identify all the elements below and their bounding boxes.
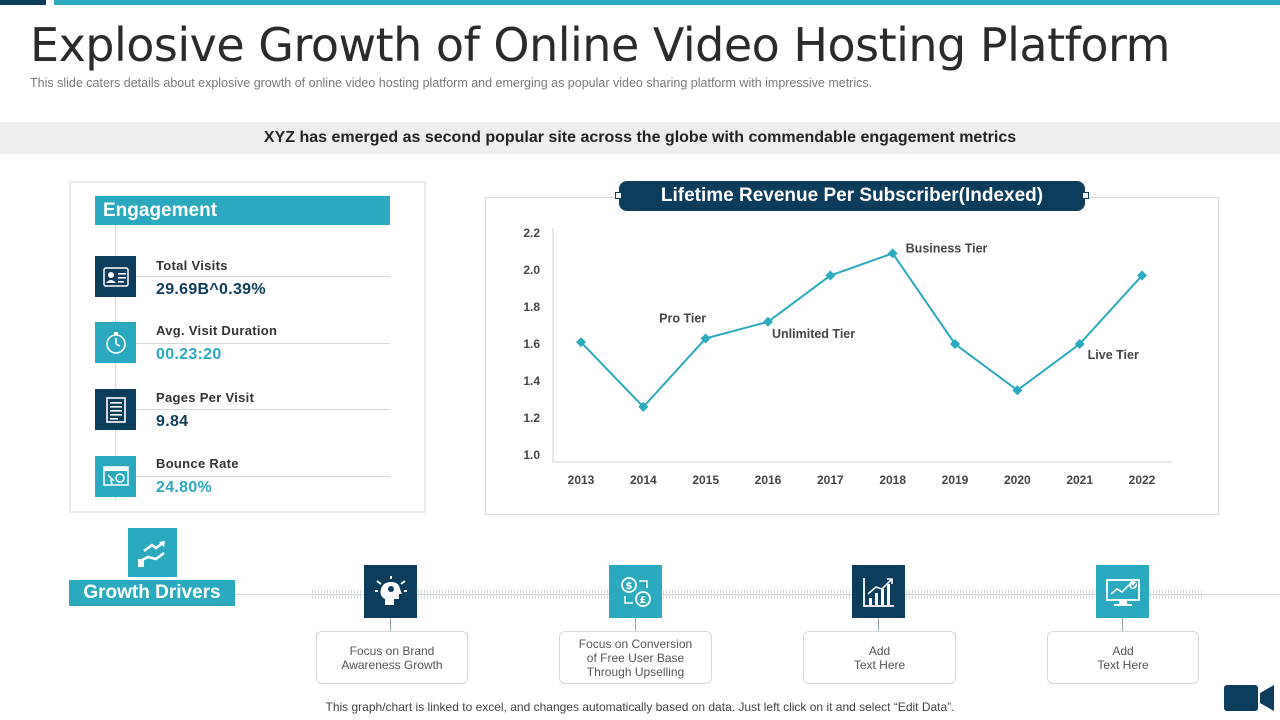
top-accent-bar-dark — [0, 0, 46, 5]
slide-subtitle: This slide caters details about explosiv… — [30, 76, 873, 90]
metric-value-pages-per-visit: 9.84 — [156, 413, 189, 430]
metric-label-total-visits: Total Visits — [156, 258, 228, 273]
series-line — [580, 252, 1143, 409]
y-tick-label: 1.2 — [523, 411, 540, 425]
chart-annotation: Unlimited Tier — [772, 327, 855, 341]
x-tick-label: 2019 — [942, 473, 969, 487]
metric-divider — [136, 476, 390, 477]
title-handle-right — [1082, 192, 1089, 199]
timeline-dash — [906, 590, 1095, 599]
top-accent-bar-teal — [54, 0, 1280, 5]
y-tick-label: 1.6 — [523, 337, 540, 351]
visitor-card-icon — [95, 256, 136, 297]
timeline-dash — [1150, 590, 1204, 599]
data-point-marker — [887, 248, 898, 259]
title-handle-left — [615, 192, 622, 199]
head-ideas-icon — [364, 565, 417, 618]
svg-text:£: £ — [639, 595, 646, 606]
timeline-dash — [312, 590, 363, 599]
driver-text-brand-awareness: Focus on Brand Awareness Growth — [316, 631, 468, 684]
driver-text-conversion: Focus on Conversion of Free User Base Th… — [559, 631, 712, 684]
data-point-marker — [825, 270, 836, 281]
metric-value-avg-visit-duration: 00.23:20 — [156, 346, 222, 363]
document-pages-icon — [95, 389, 136, 430]
video-camera-icon — [1224, 685, 1274, 711]
metric-label-bounce-rate: Bounce Rate — [156, 456, 239, 471]
banner-text: XYZ has emerged as second popular site a… — [263, 129, 1017, 146]
chart-title: Lifetime Revenue Per Subscriber(Indexed) — [619, 181, 1085, 211]
driver-connector — [390, 618, 391, 632]
engagement-card — [69, 181, 426, 513]
x-tick-label: 2013 — [568, 473, 595, 487]
engagement-header: Engagement — [95, 196, 390, 225]
slide-title: Explosive Growth of Online Video Hosting… — [30, 18, 1170, 72]
bar-chart-growth-icon — [852, 565, 905, 618]
metric-divider — [136, 343, 390, 344]
metric-value-total-visits: 29.69B^0.39% — [156, 281, 266, 298]
x-tick-label: 2016 — [755, 473, 782, 487]
data-point-marker — [763, 316, 773, 327]
driver-connector — [878, 618, 879, 632]
metric-divider — [136, 409, 390, 410]
data-point-marker — [638, 401, 649, 412]
data-point-marker — [700, 333, 711, 344]
browser-click-icon — [95, 456, 136, 497]
x-tick-label: 2018 — [879, 473, 906, 487]
driver-connector — [1122, 618, 1123, 632]
chart-annotation: Business Tier — [906, 241, 988, 255]
metric-value-bounce-rate: 24.80% — [156, 479, 213, 496]
data-point-marker — [576, 337, 586, 348]
timeline-dash — [663, 590, 851, 599]
growth-hand-icon — [128, 528, 177, 577]
y-tick-label: 1.0 — [523, 448, 540, 462]
growth-drivers-label: Growth Drivers — [69, 580, 235, 606]
data-point-marker — [1137, 270, 1147, 281]
footnote: This graph/chart is linked to excel, and… — [325, 700, 955, 714]
monitor-check-icon — [1096, 565, 1149, 618]
chart-annotation: Live Tier — [1088, 348, 1139, 362]
data-point-marker — [1074, 339, 1085, 349]
y-tick-label: 1.4 — [523, 374, 540, 388]
driver-connector — [635, 618, 636, 632]
chart-annotation: Pro Tier — [659, 311, 706, 325]
x-tick-label: 2015 — [692, 473, 719, 487]
currency-exchange-icon: $ £ — [609, 565, 662, 618]
y-tick-label: 2.2 — [523, 226, 540, 240]
metric-label-pages-per-visit: Pages Per Visit — [156, 390, 255, 405]
svg-text:$: $ — [625, 581, 632, 592]
x-tick-label: 2014 — [630, 473, 657, 487]
timeline-dash — [418, 590, 608, 599]
x-tick-label: 2021 — [1066, 473, 1093, 487]
stopwatch-icon — [95, 322, 136, 363]
x-tick-label: 2020 — [1004, 473, 1031, 487]
highlight-banner: XYZ has emerged as second popular site a… — [0, 122, 1280, 154]
x-tick-label: 2022 — [1129, 473, 1156, 487]
metric-divider — [136, 276, 390, 277]
data-point-marker — [950, 339, 960, 349]
x-tick-label: 2017 — [817, 473, 844, 487]
y-tick-label: 1.8 — [523, 300, 540, 314]
data-point-marker — [1012, 385, 1023, 396]
driver-text-placeholder-2: Add Text Here — [1047, 631, 1199, 684]
y-tick-label: 2.0 — [523, 263, 540, 277]
driver-text-placeholder-1: Add Text Here — [803, 631, 956, 684]
metric-label-avg-visit-duration: Avg. Visit Duration — [156, 323, 278, 338]
